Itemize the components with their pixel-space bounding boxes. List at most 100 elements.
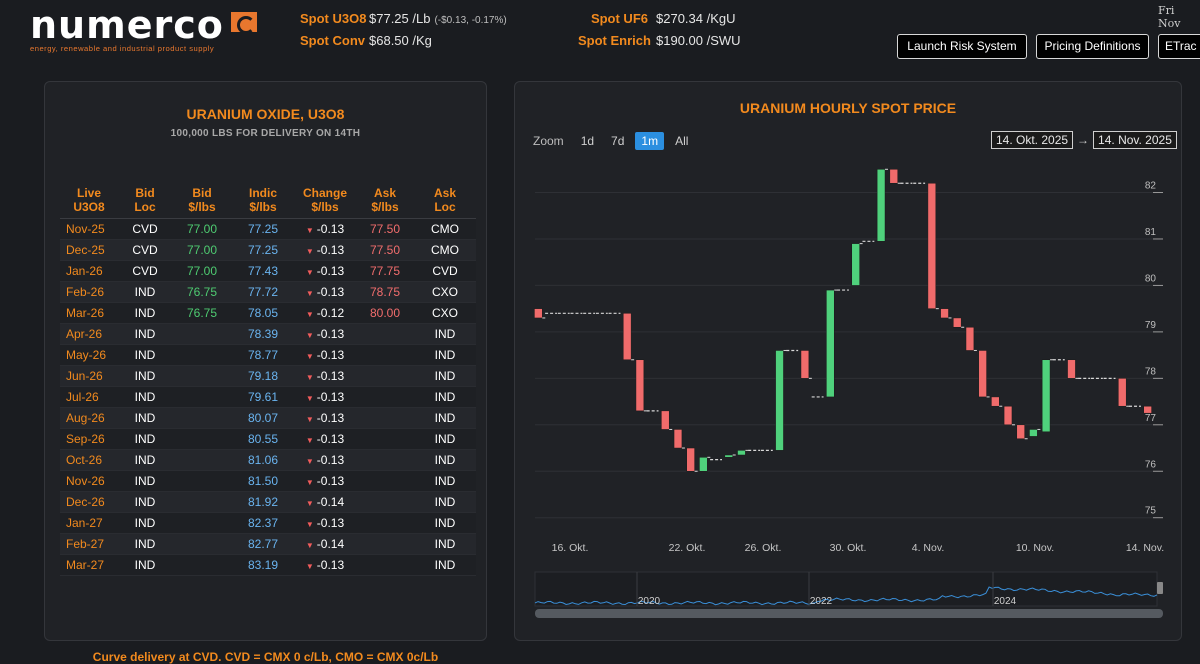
candle-up [1029,429,1038,437]
table-row[interactable]: Feb-26 IND 76.75 77.72 ▼ -0.13 78.75 CXO [60,281,476,303]
candle-down [800,350,810,379]
indic-cell: 81.06 [232,449,294,471]
table-row[interactable]: Mar-26 IND 76.75 78.05 ▼ -0.12 80.00 CXO [60,302,476,324]
table-row[interactable]: Dec-25 CVD 77.00 77.25 ▼ -0.13 77.50 CMO [60,239,476,261]
navigator-handle [1157,582,1163,594]
month-cell: Jun-26 [60,365,118,387]
y-tick-label: 76 [1145,459,1157,470]
table-row[interactable]: Mar-27 IND 83.19 ▼ -0.13 IND [60,554,476,576]
indic-cell: 77.25 [232,239,294,261]
table-body: Nov-25 CVD 77.00 77.25 ▼ -0.13 77.50 CMO Dec-25 C… [60,218,476,576]
indic-cell: 78.05 [232,302,294,324]
bid-cell [172,533,232,555]
month-cell: Nov-25 [60,218,118,240]
table-row[interactable]: Jan-27 IND 82.37 ▼ -0.13 IND [60,512,476,534]
down-arrow-icon: ▼ [305,331,314,340]
ask-cell: 77.50 [356,239,414,261]
down-arrow-icon: ▼ [305,289,314,298]
bid-cell [172,554,232,576]
y-tick-label: 78 [1145,366,1157,377]
launch-risk-system-button[interactable]: Launch Risk System [897,34,1027,59]
indic-cell: 80.55 [232,428,294,450]
bid-cell [172,323,232,345]
y-tick-label: 80 [1145,273,1157,284]
ask-loc-cell: IND [414,407,476,429]
table-row[interactable]: Feb-27 IND 82.77 ▼ -0.14 IND [60,533,476,555]
navigator-frame [534,571,1158,607]
table-row[interactable]: Oct-26 IND 81.06 ▼ -0.13 IND [60,449,476,471]
table-row[interactable]: Sep-26 IND 80.55 ▼ -0.13 IND [60,428,476,450]
range-to-input[interactable]: 14. Nov. 2025 [1093,131,1177,149]
month-cell: Dec-25 [60,239,118,261]
etrac-button[interactable]: ETrac [1158,34,1200,59]
price-chart: 75 76 77 78 79 80 81 82 16. Okt. 22. Okt. 26. Okt.… [534,168,1164,618]
bid-loc-cell: IND [118,281,172,303]
month-cell: Sep-26 [60,428,118,450]
spot-value: $68.50 /Kg [369,33,432,48]
down-arrow-icon: ▼ [305,415,314,424]
table-row[interactable]: Nov-26 IND 81.50 ▼ -0.13 IND [60,470,476,492]
candle-up [876,169,886,242]
down-arrow-icon: ▼ [305,499,314,508]
zoom-1d-button[interactable]: 1d [580,134,595,148]
zoom-7d-button[interactable]: 7d [611,134,625,148]
candle-down [991,396,1000,407]
spot-value: $270.34 /KgU [656,11,736,26]
zoom-all-button[interactable]: All [675,134,689,148]
spot-change: (-$0.13, -0.17%) [434,15,507,26]
ask-cell [356,491,414,513]
table-row[interactable]: Dec-26 IND 81.92 ▼ -0.14 IND [60,491,476,513]
spot-uf6: Spot UF6 $270.34 /KgU [578,11,736,26]
bid-cell [172,386,232,408]
change-cell: ▼ -0.13 [294,470,356,492]
ask-cell [356,512,414,534]
x-tick-label: 10. Nov. [1016,542,1054,554]
change-cell: ▼ -0.13 [294,281,356,303]
ask-loc-cell: CMO [414,239,476,261]
down-arrow-icon: ▼ [305,394,314,403]
bid-loc-cell: IND [118,323,172,345]
navigator-scrollbar [535,609,1163,618]
bid-loc-cell: IND [118,554,172,576]
change-cell: ▼ -0.13 [294,428,356,450]
ask-cell: 80.00 [356,302,414,324]
indic-cell: 82.37 [232,512,294,534]
candle-down [1067,359,1076,379]
pricing-definitions-button[interactable]: Pricing Definitions [1036,34,1149,59]
spot-label: Spot UF6 [590,11,648,26]
table-row[interactable]: Apr-26 IND 78.39 ▼ -0.13 IND [60,323,476,345]
table-row[interactable]: Nov-25 CVD 77.00 77.25 ▼ -0.13 77.50 CMO [60,218,476,240]
change-cell: ▼ -0.14 [294,491,356,513]
bid-loc-cell: IND [118,407,172,429]
change-cell: ▼ -0.12 [294,302,356,324]
y-tick-label: 77 [1145,413,1157,424]
month-cell: Jan-27 [60,512,118,534]
down-arrow-icon: ▼ [305,373,314,382]
candle-down [927,182,937,309]
down-arrow-icon: ▼ [305,310,314,319]
y-tick-label: 79 [1145,320,1157,331]
top-bar: numerco energy, renewable and industrial… [0,0,1200,68]
table-row[interactable]: Jun-26 IND 79.18 ▼ -0.13 IND [60,365,476,387]
ask-cell [356,449,414,471]
down-arrow-icon: ▼ [305,436,314,445]
table-row[interactable]: Jul-26 IND 79.61 ▼ -0.13 IND [60,386,476,408]
bid-loc-cell: IND [118,365,172,387]
table-row[interactable]: Jan-26 CVD 77.00 77.43 ▼ -0.13 77.75 CVD [60,260,476,282]
column-header: Bid Loc [118,186,172,219]
ask-loc-cell: IND [414,365,476,387]
candle-up [851,243,860,286]
bid-cell [172,512,232,534]
ask-cell [356,386,414,408]
indic-cell: 77.25 [232,218,294,240]
x-tick-label: 16. Okt. [552,542,589,554]
ask-loc-cell: IND [414,428,476,450]
table-row[interactable]: Aug-26 IND 80.07 ▼ -0.13 IND [60,407,476,429]
column-header: Indic $/lbs [232,186,294,219]
brand-logo[interactable]: numerco energy, renewable and industrial… [30,6,257,53]
spot-enrich: Spot Enrich $190.00 /SWU [578,33,741,48]
range-from-input[interactable]: 14. Okt. 2025 [991,131,1074,149]
table-row[interactable]: May-26 IND 78.77 ▼ -0.13 IND [60,344,476,366]
zoom-1m-button[interactable]: 1m [635,132,665,150]
bid-loc-cell: IND [118,512,172,534]
